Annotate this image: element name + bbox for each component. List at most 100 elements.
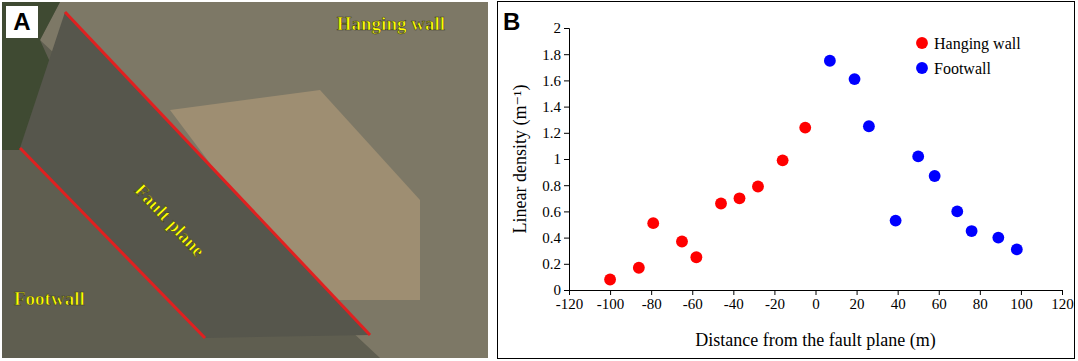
tick-mark	[980, 290, 981, 295]
tick: 1.8	[542, 47, 569, 63]
tick-label: 0.2	[542, 256, 561, 272]
point	[951, 205, 963, 217]
tick: 40	[891, 290, 906, 312]
point	[734, 192, 746, 204]
series	[824, 55, 1023, 255]
tick-mark	[898, 290, 899, 295]
tick-mark	[610, 290, 611, 295]
fault-plane-label: Fault plane	[131, 179, 210, 261]
tick: 0.8	[542, 178, 569, 194]
tick-label: -100	[597, 296, 625, 312]
tick: 80	[973, 290, 988, 312]
footwall-label: Footwall	[14, 288, 85, 309]
tick: -40	[724, 290, 744, 312]
point	[992, 232, 1004, 244]
tick-label: 60	[932, 296, 947, 312]
tick-mark	[564, 238, 569, 239]
tick-label: 1.8	[542, 47, 561, 63]
x-axis: -120-100-80-60-40-20020406080100120	[556, 290, 1074, 312]
tick-label: 0	[812, 296, 820, 312]
point	[604, 274, 616, 286]
panel-frame	[498, 2, 1075, 359]
tick-mark	[651, 290, 652, 295]
point	[715, 198, 727, 210]
y-axis: 0 0.2 0.4 0.6 0.8 1 1.2 1.4 1.6 1.8 2	[542, 20, 569, 298]
axis-line	[564, 29, 570, 291]
point	[690, 251, 702, 263]
tick-label: 80	[973, 296, 988, 312]
tick-mark	[564, 211, 569, 212]
point	[676, 236, 688, 248]
hanging-wall-label: Hanging wall	[337, 13, 445, 34]
legend-label: Hanging wall	[934, 35, 1021, 53]
tick-label: -20	[765, 296, 785, 312]
panel-letter: A	[13, 8, 30, 35]
photo-ground	[2, 2, 488, 358]
legend-marker	[916, 37, 928, 49]
tick-mark	[1021, 290, 1022, 295]
points	[604, 55, 1023, 286]
point	[912, 150, 924, 162]
tick-label: -60	[683, 296, 703, 312]
tick-label: 1.6	[542, 73, 561, 89]
tick-mark	[564, 264, 569, 265]
tick: 1	[554, 151, 570, 167]
point	[633, 262, 645, 274]
tick-label: 1.4	[542, 99, 561, 115]
tick-label: 40	[891, 296, 906, 312]
point	[777, 154, 789, 166]
tick: 1.2	[542, 125, 569, 141]
point	[752, 181, 764, 193]
tick: 60	[932, 290, 947, 312]
point	[929, 170, 941, 182]
point	[824, 55, 836, 67]
tick: 0.4	[542, 230, 569, 246]
tick-label: 2	[554, 20, 562, 36]
tick-mark	[733, 290, 734, 295]
tick: 0.6	[542, 204, 569, 220]
tick-mark	[564, 185, 569, 186]
panel-letter: B	[503, 8, 520, 35]
tick: 1.4	[542, 99, 569, 115]
tick: -80	[642, 290, 662, 312]
tick: 20	[850, 290, 865, 312]
axis-line	[570, 291, 1063, 296]
tick-label: 1.2	[542, 125, 561, 141]
tick: -20	[765, 290, 785, 312]
tick: 0	[554, 282, 570, 298]
point	[863, 120, 875, 132]
tick: 120	[1051, 290, 1074, 312]
tick: -100	[597, 290, 625, 312]
tick: 0.2	[542, 256, 569, 272]
point	[647, 217, 659, 229]
chart-panel: B-120-100-80-60-40-2002040608010012000.2…	[498, 2, 1075, 359]
tick-mark	[1062, 290, 1063, 295]
tick: 100	[1010, 290, 1033, 312]
tick-mark	[564, 107, 569, 108]
tick-label: 1	[554, 151, 562, 167]
photo-panel: A Hanging wall Fault plane Footwall	[2, 2, 488, 358]
tick: 2	[554, 20, 570, 36]
tick-mark	[564, 159, 569, 160]
tick-label: 0.6	[542, 204, 561, 220]
point	[799, 122, 811, 134]
tick-label: 0	[554, 282, 562, 298]
point	[849, 73, 861, 85]
x-axis-title: Distance from the fault plane (m)	[695, 330, 935, 351]
point	[966, 225, 978, 237]
tick-mark	[816, 290, 817, 295]
tick-mark	[564, 290, 569, 291]
tick-mark	[564, 28, 569, 29]
tick: 1.6	[542, 73, 569, 89]
series	[604, 122, 811, 286]
fault-line	[65, 12, 370, 335]
legend-marker	[916, 62, 928, 74]
tick-label: 20	[850, 296, 865, 312]
tick-mark	[774, 290, 775, 295]
panel-letter-box	[6, 6, 38, 38]
legend-label: Footwall	[934, 60, 991, 77]
tick-mark	[857, 290, 858, 295]
figure: AHanging wallFault planeFootwallB-120-10…	[0, 0, 1078, 361]
point	[1011, 243, 1023, 255]
tick-label: -80	[642, 296, 662, 312]
